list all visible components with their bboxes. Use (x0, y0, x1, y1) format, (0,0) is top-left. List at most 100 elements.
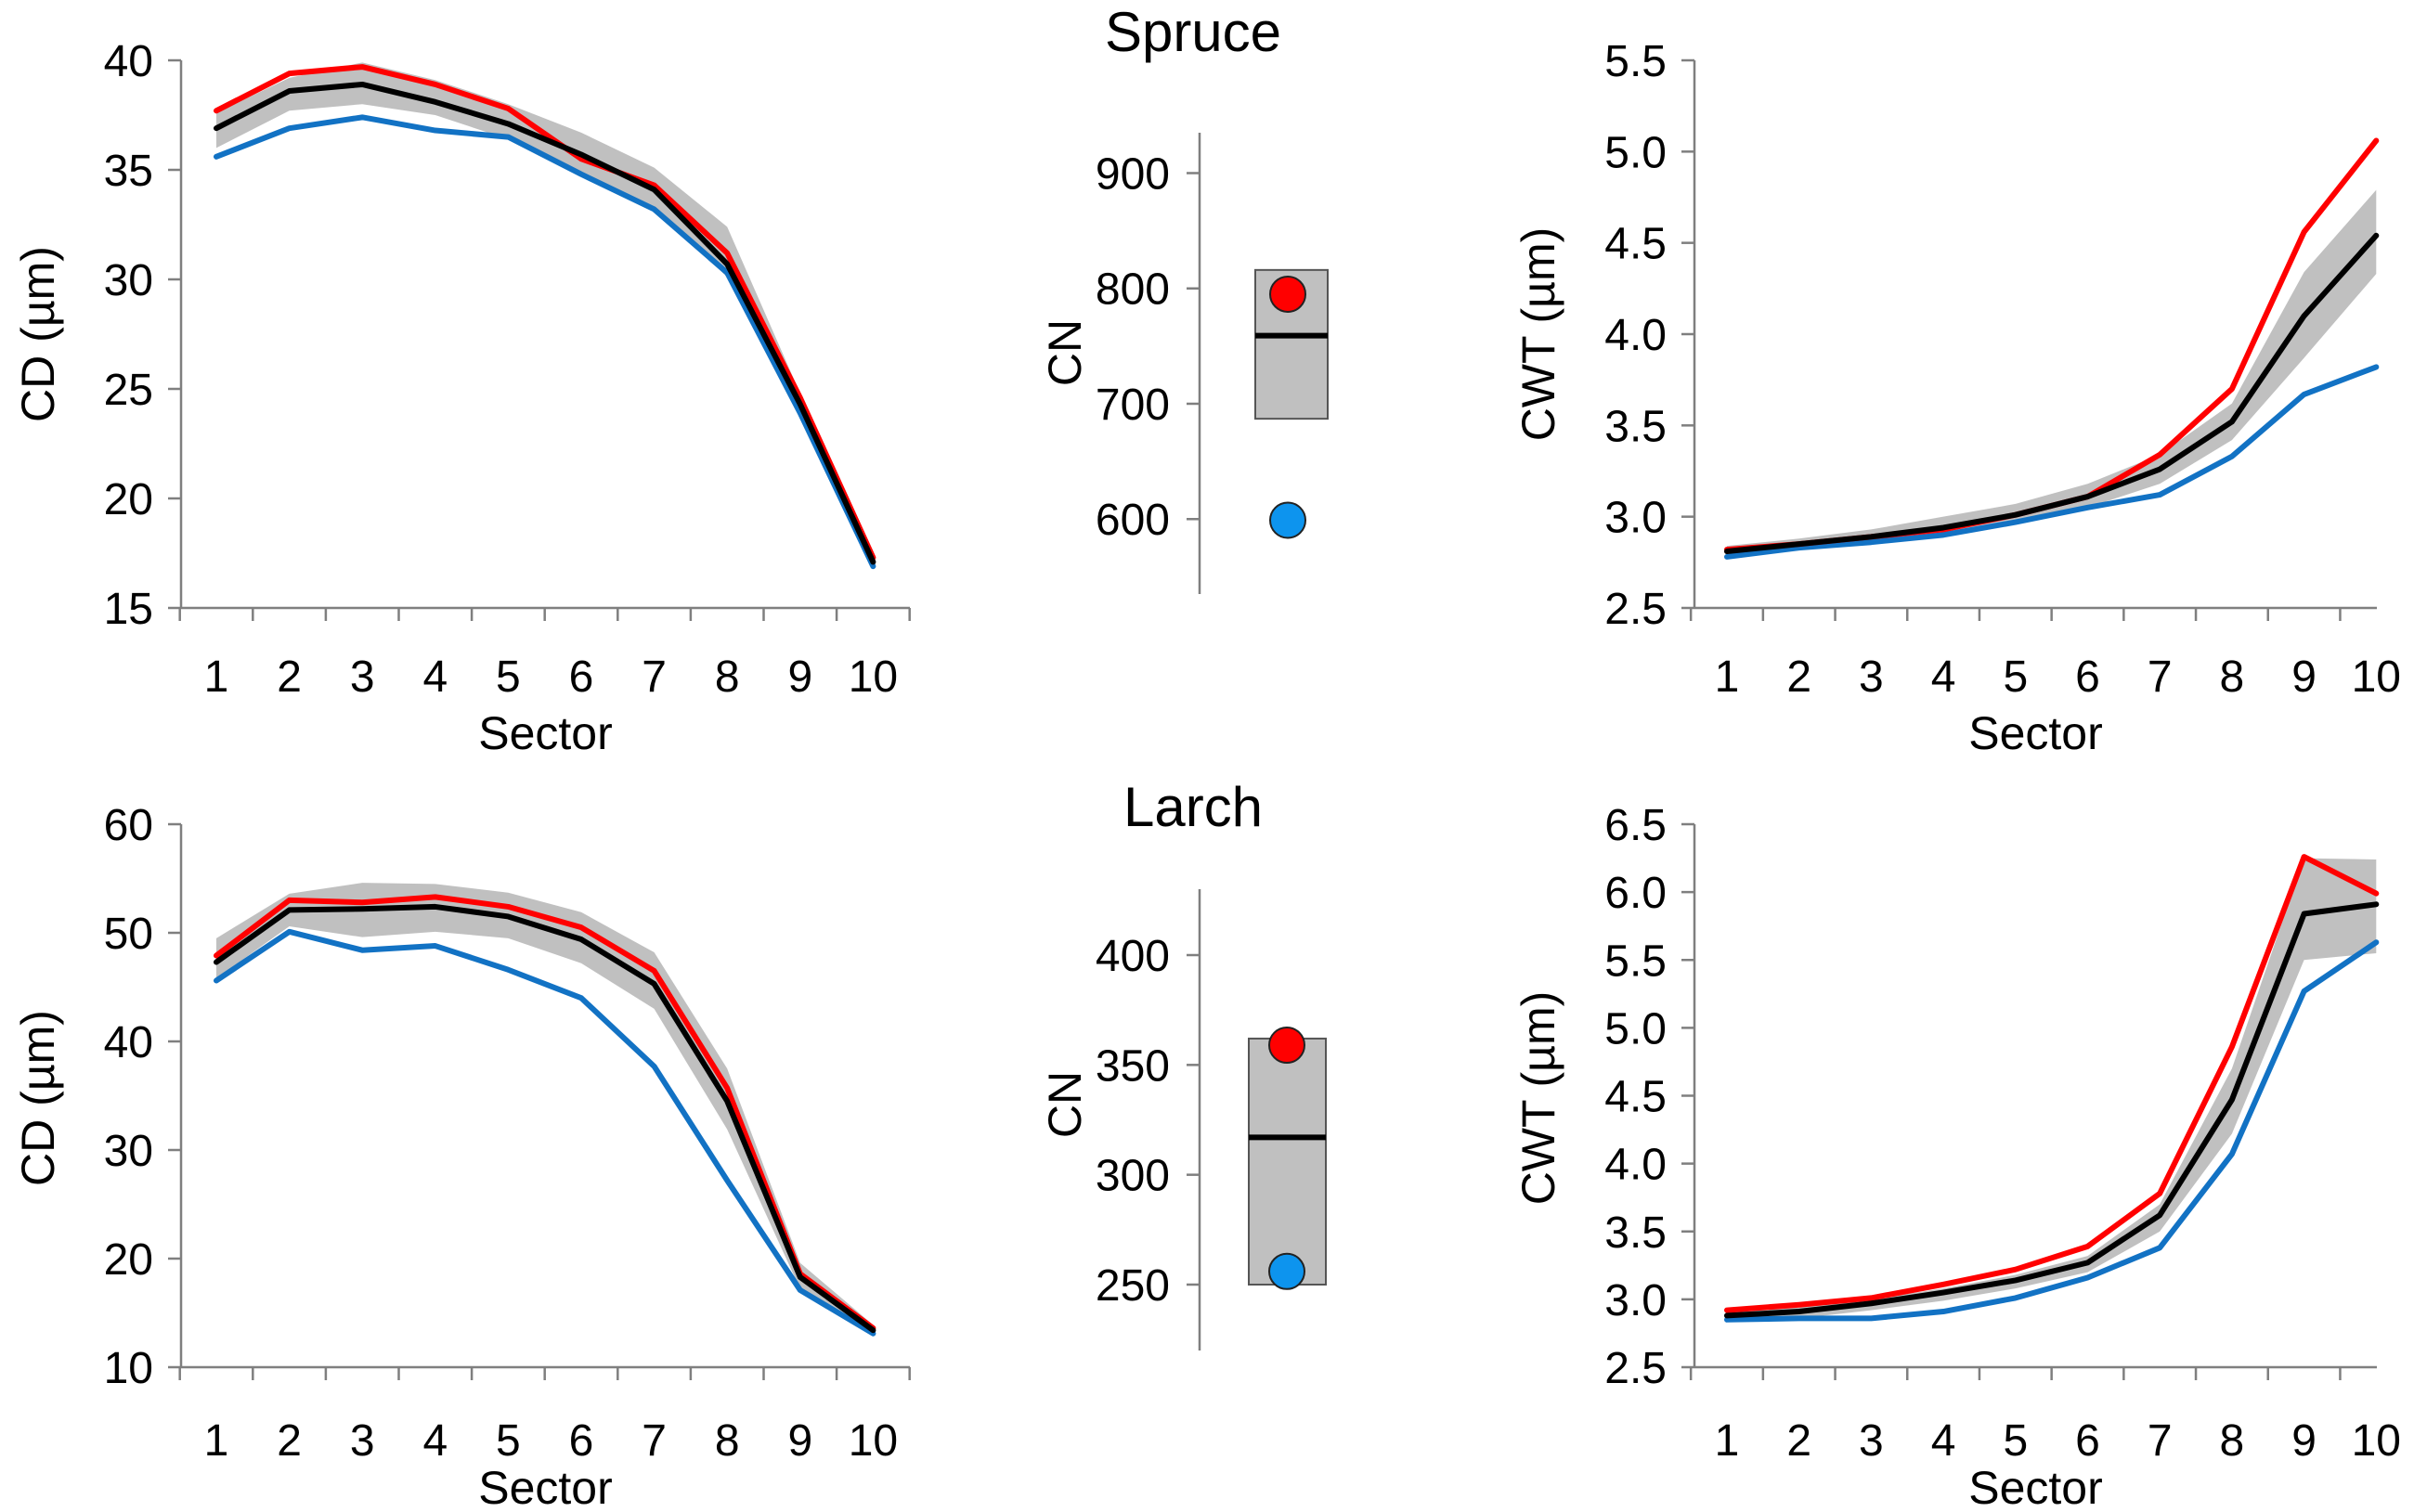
x-tick-label: 7 (642, 1416, 667, 1466)
chart-spruce-cwt: 2.5 3.0 3.5 4.0 4.5 5.0 5.5 1 2 3 4 5 6 7 8 9 10 Sector CW… (1512, 37, 2401, 759)
y-tick-label: 900 (1096, 149, 1170, 199)
x-tick-label: 10 (849, 653, 898, 702)
y-tick-label: 4.0 (1604, 311, 1667, 360)
x-tick-label: 3 (1859, 1416, 1884, 1466)
y-tick-label: 350 (1096, 1041, 1170, 1091)
y-axis-label: CD (µm) (12, 1010, 64, 1186)
x-tick-label: 5 (2003, 1416, 2028, 1466)
y-axis-label: CWT (µm) (1512, 227, 1564, 442)
y-tick-label: 40 (104, 1018, 153, 1067)
y-tick-label: 4.0 (1604, 1141, 1667, 1190)
y-axis-label: CN (1039, 319, 1091, 386)
range-band (1727, 189, 2377, 557)
x-tick-label: 6 (569, 653, 594, 702)
y-tick-label: 40 (104, 37, 153, 86)
y-tick-label: 10 (104, 1344, 153, 1393)
y-tick-label: 4.5 (1604, 220, 1667, 269)
y-tick-label: 20 (104, 475, 153, 524)
x-tick-label: 4 (422, 653, 448, 702)
y-tick-label: 6.0 (1604, 869, 1667, 918)
x-axis-label: Sector (1968, 1462, 2103, 1512)
x-tick-label: 9 (787, 1416, 812, 1466)
y-tick-label: 300 (1096, 1152, 1170, 1201)
point-low (1268, 1252, 1305, 1290)
x-tick-label: 9 (787, 653, 812, 702)
x-tick-label: 1 (204, 1416, 229, 1466)
y-tick-label: 15 (104, 585, 153, 634)
x-axis-label: Sector (478, 1462, 613, 1512)
y-tick-label: 3.5 (1604, 402, 1667, 451)
range-box (1248, 1037, 1327, 1286)
x-tick-label: 7 (2148, 1416, 2173, 1466)
range-band (216, 62, 874, 569)
series-line-high (214, 64, 876, 561)
x-tick-label: 1 (1715, 1416, 1740, 1466)
y-tick-label: 6.5 (1604, 801, 1667, 850)
x-tick-label: 4 (422, 1416, 448, 1466)
x-axis-label: Sector (1968, 707, 2103, 759)
series-line-high (214, 894, 876, 1331)
x-tick-label: 3 (350, 653, 375, 702)
point-low (1269, 501, 1306, 539)
x-tick-label: 2 (1786, 1416, 1811, 1466)
y-tick-label: 700 (1096, 381, 1170, 430)
x-tick-label: 7 (642, 653, 667, 702)
series-line-mean (1724, 901, 2380, 1319)
x-tick-label: 8 (715, 653, 740, 702)
x-tick-label: 1 (1715, 653, 1740, 702)
x-tick-label: 10 (2352, 653, 2401, 702)
y-tick-label: 50 (104, 910, 153, 959)
x-tick-label: 5 (496, 653, 521, 702)
chart-larch-cd: 10 20 30 40 50 60 1 2 3 4 5 6 7 8 9 10 Sector CD (µm) (12, 801, 911, 1512)
series-line-mean (214, 81, 876, 565)
x-axis-label: Sector (478, 707, 613, 759)
y-tick-label: 250 (1096, 1261, 1170, 1311)
x-tick-label: 10 (2352, 1416, 2401, 1466)
larch-title: Larch (1123, 776, 1264, 838)
x-tick-label: 1 (204, 653, 229, 702)
y-tick-label: 2.5 (1604, 1344, 1667, 1393)
x-tick-label: 9 (2291, 653, 2317, 702)
range-band (1727, 858, 2377, 1322)
x-tick-label: 3 (1859, 653, 1884, 702)
y-axis-label: CWT (µm) (1512, 991, 1564, 1206)
chart-larch-cn: 250 300 350 400 CN (1039, 889, 1327, 1350)
y-tick-label: 2.5 (1604, 585, 1667, 634)
y-tick-label: 800 (1096, 265, 1170, 315)
series-line-mean (1724, 232, 2380, 555)
series-line-low (1724, 364, 2380, 560)
x-tick-label: 10 (849, 1416, 898, 1466)
series-line-mean (214, 903, 876, 1334)
x-tick-label: 8 (2220, 653, 2245, 702)
x-tick-label: 5 (496, 1416, 521, 1466)
y-tick-label: 5.0 (1604, 128, 1667, 177)
range-band (216, 883, 874, 1337)
y-tick-label: 60 (104, 801, 153, 850)
chart-spruce-cn: 600 700 800 900 CN (1039, 133, 1329, 594)
series-line-high (1724, 854, 2380, 1313)
y-tick-label: 3.5 (1604, 1208, 1667, 1258)
x-tick-label: 2 (277, 653, 302, 702)
y-tick-label: 400 (1096, 932, 1170, 981)
point-high (1269, 275, 1306, 313)
x-tick-label: 6 (2075, 653, 2100, 702)
x-tick-label: 4 (1931, 653, 1956, 702)
x-tick-label: 5 (2003, 653, 2028, 702)
x-tick-label: 8 (2220, 1416, 2245, 1466)
x-tick-label: 2 (277, 1416, 302, 1466)
series-line-low (214, 928, 876, 1337)
series-line-low (1724, 939, 2380, 1323)
x-tick-label: 4 (1931, 1416, 1956, 1466)
x-tick-label: 8 (715, 1416, 740, 1466)
x-tick-label: 6 (569, 1416, 594, 1466)
chart-spruce-cd: 15 20 25 30 35 40 1 2 3 4 5 6 7 8 9 10 Sector CD (µm) (12, 37, 911, 759)
y-axis-label: CD (µm) (12, 246, 64, 422)
y-tick-label: 35 (104, 147, 153, 196)
x-tick-label: 6 (2075, 1416, 2100, 1466)
x-tick-label: 2 (1786, 653, 1811, 702)
x-tick-label: 7 (2148, 653, 2173, 702)
y-tick-label: 30 (104, 256, 153, 305)
series-line-low (214, 114, 876, 570)
spruce-title: Spruce (1104, 1, 1282, 63)
